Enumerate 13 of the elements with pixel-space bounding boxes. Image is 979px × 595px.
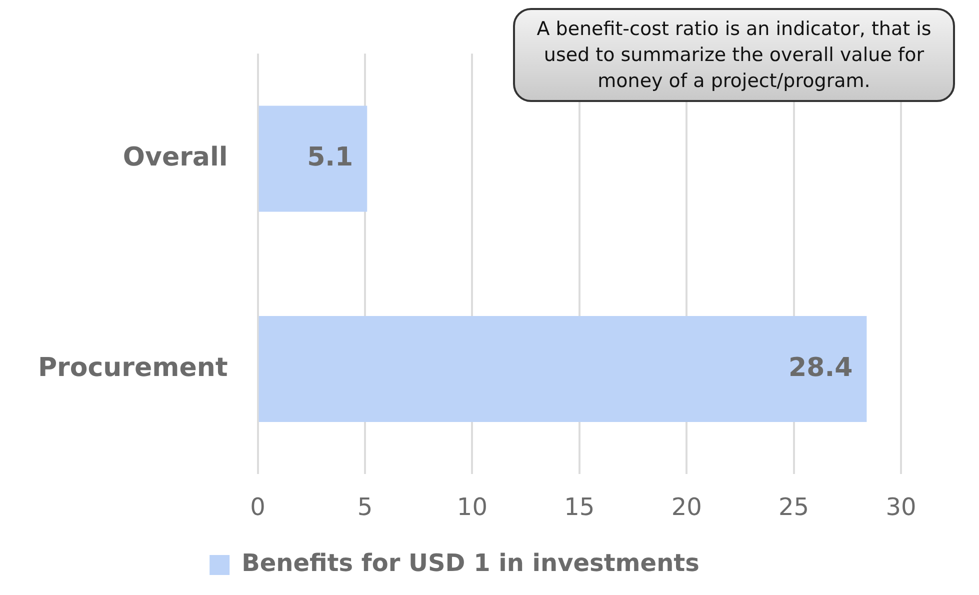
x-tick-label: 25 [778, 492, 810, 521]
x-tick-label: 5 [357, 492, 373, 521]
legend-label: Benefits for USD 1 in investments [242, 549, 700, 578]
x-tick-label: 0 [250, 492, 266, 521]
annotation: A benefit-cost ratio is an indicator, that is used to summarize the overall value for money of a project/program. [513, 8, 955, 102]
data-label: 28.4 [788, 352, 853, 383]
x-tick-label: 30 [886, 492, 916, 521]
data-label: 5.1 [307, 142, 354, 172]
y-tick-label: Procurement [38, 352, 228, 383]
y-tick-label: Overall [122, 142, 228, 172]
x-tick-label: 20 [671, 492, 702, 521]
x-tick-label: 10 [456, 492, 488, 521]
x-tick-label: 15 [564, 492, 595, 521]
